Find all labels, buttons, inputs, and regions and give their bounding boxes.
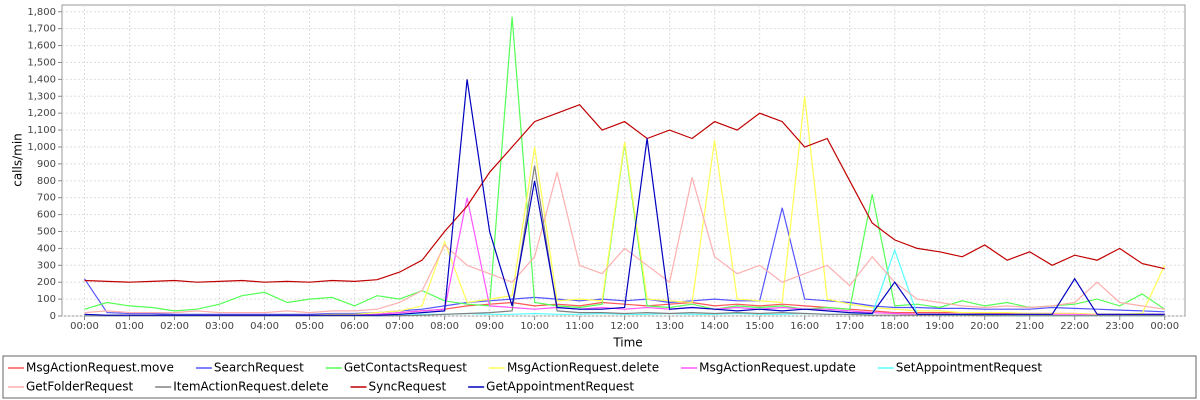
legend-label: SetAppointmentRequest xyxy=(896,361,1043,375)
x-tick-label: 15:00 xyxy=(745,321,774,332)
legend-label: GetContactsRequest xyxy=(344,361,467,375)
x-tick-label: 02:00 xyxy=(160,321,189,332)
x-tick-label: 01:00 xyxy=(115,321,144,332)
y-tick-label: 800 xyxy=(37,176,56,187)
legend-item: SetAppointmentRequest xyxy=(877,361,1043,375)
x-tick-label: 18:00 xyxy=(880,321,909,332)
series-line xyxy=(84,79,1165,316)
legend-label: GetAppointmentRequest xyxy=(486,380,634,394)
series-line xyxy=(84,172,1165,314)
legend-item: ItemActionRequest.delete xyxy=(155,380,328,394)
legend-label: MsgActionRequest.delete xyxy=(507,361,659,375)
x-tick-label: 00:00 xyxy=(70,321,99,332)
plot-area xyxy=(61,4,1186,317)
legend-item: MsgActionRequest.update xyxy=(681,361,856,375)
x-tick-label: 03:00 xyxy=(205,321,234,332)
legend-label: MsgActionRequest.move xyxy=(26,361,174,375)
x-tick-label: 17:00 xyxy=(835,321,864,332)
y-tick-label: 100 xyxy=(37,294,56,305)
x-tick-label: 14:00 xyxy=(700,321,729,332)
legend-item: GetAppointmentRequest xyxy=(468,380,634,394)
legend-item: MsgActionRequest.move xyxy=(8,361,174,375)
legend-item: SyncRequest xyxy=(350,380,446,394)
y-tick-label: 1,800 xyxy=(27,7,56,18)
y-tick-label: 1,100 xyxy=(27,125,56,136)
x-tick-label: 08:00 xyxy=(430,321,459,332)
y-tick-label: 1,300 xyxy=(27,91,56,102)
series-line xyxy=(84,207,1165,315)
y-tick-label: 0 xyxy=(50,311,56,322)
y-tick-label: 700 xyxy=(37,193,56,204)
axes: 0 100 200 300 400 500 600 700 800 900 1,000 1,100 1,… xyxy=(27,7,1179,332)
series-lines xyxy=(84,16,1166,317)
x-tick-label: 22:00 xyxy=(1060,321,1089,332)
x-tick-label: 21:00 xyxy=(1015,321,1044,332)
legend-item: MsgActionRequest.delete xyxy=(488,361,659,375)
y-tick-label: 1,400 xyxy=(27,74,56,85)
y-tick-label: 600 xyxy=(37,210,56,221)
y-tick-label: 1,200 xyxy=(27,108,56,119)
x-tick-label: 23:00 xyxy=(1105,321,1134,332)
x-tick-label: 09:00 xyxy=(475,321,504,332)
x-tick-label: 12:00 xyxy=(610,321,639,332)
legend-label: SearchRequest xyxy=(214,361,304,375)
legend-item: GetContactsRequest xyxy=(325,361,467,375)
series-line xyxy=(84,103,1165,283)
y-tick-label: 1,500 xyxy=(27,57,56,68)
x-tick-label: 16:00 xyxy=(790,321,819,332)
legend-label: MsgActionRequest.update xyxy=(699,361,856,375)
x-tick-label: 04:00 xyxy=(250,321,279,332)
y-tick-label: 900 xyxy=(37,159,56,170)
x-tick-label: 19:00 xyxy=(925,321,954,332)
grid xyxy=(62,5,1185,317)
y-tick-label: 300 xyxy=(37,260,56,271)
y-tick-label: 200 xyxy=(37,277,56,288)
x-tick-label: 10:00 xyxy=(520,321,549,332)
legend-label: GetFolderRequest xyxy=(26,380,134,394)
y-tick-label: 1,600 xyxy=(27,41,56,52)
x-tick-label: 11:00 xyxy=(565,321,594,332)
legend-item: GetFolderRequest xyxy=(8,380,134,394)
legend-label: ItemActionRequest.delete xyxy=(173,380,328,394)
y-tick-label: 1,000 xyxy=(27,142,56,153)
legend-items: MsgActionRequest.move SearchRequest GetCon… xyxy=(8,361,1042,394)
x-tick-label: 07:00 xyxy=(385,321,414,332)
y-tick-label: 1,700 xyxy=(27,24,56,35)
x-tick-label: 13:00 xyxy=(655,321,684,332)
legend-label: SyncRequest xyxy=(368,380,446,394)
x-tick-label: 06:00 xyxy=(340,321,369,332)
legend xyxy=(2,355,1197,399)
x-tick-label: 20:00 xyxy=(970,321,999,332)
legend-item: SearchRequest xyxy=(195,361,304,375)
y-axis-label: calls/min xyxy=(11,133,25,187)
y-tick-label: 500 xyxy=(37,226,56,237)
x-tick-label: 00:00 xyxy=(1150,321,1179,332)
x-tick-label: 05:00 xyxy=(295,321,324,332)
x-axis-label: Time xyxy=(612,336,642,350)
y-tick-label: 400 xyxy=(37,243,56,254)
